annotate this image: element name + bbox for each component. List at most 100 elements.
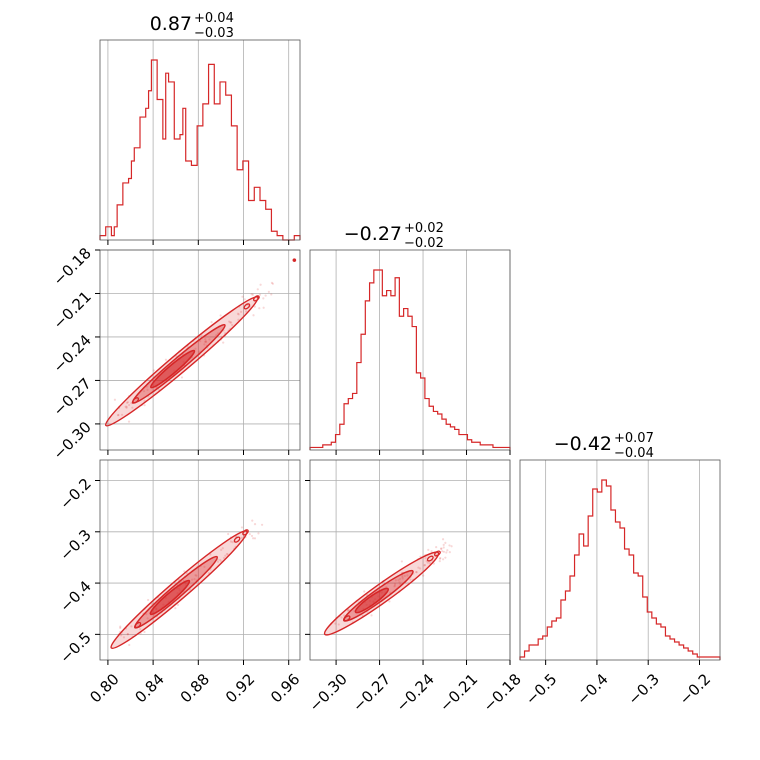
y-tick-label: −0.24 bbox=[50, 331, 95, 376]
scatter-panel-2-0 bbox=[99, 459, 301, 661]
sample-point bbox=[439, 556, 442, 560]
sample-point bbox=[422, 574, 425, 577]
y-tick-label: −0.27 bbox=[50, 375, 95, 420]
sample-point bbox=[209, 553, 212, 556]
sample-point bbox=[427, 548, 430, 551]
sample-point bbox=[400, 560, 403, 563]
sample-point bbox=[117, 414, 120, 417]
x-tick-label: −0.5 bbox=[522, 670, 560, 708]
sample-point bbox=[441, 538, 445, 541]
hist-panel-1: −0.27 +0.02−0.02 bbox=[309, 221, 511, 451]
sample-point bbox=[176, 603, 180, 606]
sample-point bbox=[164, 358, 168, 361]
x-tick-label: −0.18 bbox=[480, 670, 525, 715]
sample-point bbox=[334, 622, 337, 625]
sample-point bbox=[243, 298, 246, 301]
sample-point bbox=[435, 553, 438, 556]
sample-point bbox=[152, 369, 155, 372]
sample-point bbox=[401, 576, 404, 579]
sample-point bbox=[423, 564, 426, 567]
sample-point bbox=[126, 401, 129, 404]
y-tick-label: −0.21 bbox=[50, 288, 95, 333]
x-tick-label: 0.84 bbox=[132, 670, 168, 706]
sample-point bbox=[440, 547, 443, 550]
axes-frame bbox=[519, 459, 721, 661]
sample-point bbox=[346, 609, 350, 612]
axes-frame bbox=[99, 39, 301, 241]
sample-point bbox=[216, 560, 220, 563]
sample-point bbox=[203, 340, 207, 343]
sample-point bbox=[210, 321, 213, 324]
x-tick-label: −0.4 bbox=[573, 670, 611, 708]
sample-point bbox=[253, 537, 257, 540]
sample-point bbox=[438, 560, 441, 563]
sample-point bbox=[221, 547, 224, 550]
sample-point bbox=[203, 565, 206, 568]
x-tick-label: −0.2 bbox=[676, 670, 714, 708]
x-tick-label: −0.30 bbox=[306, 670, 351, 715]
y-tick-label: −0.30 bbox=[50, 418, 95, 463]
sample-point bbox=[417, 566, 420, 569]
sample-point bbox=[120, 634, 123, 637]
y-tick-label: −0.3 bbox=[56, 526, 94, 564]
sample-point bbox=[442, 558, 445, 561]
sample-point bbox=[174, 607, 177, 610]
x-tick-label: −0.27 bbox=[349, 670, 394, 715]
sample-point bbox=[142, 390, 146, 393]
sample-point bbox=[128, 403, 131, 407]
sample-point bbox=[445, 551, 448, 554]
x-tick-label: 0.92 bbox=[222, 670, 258, 706]
sample-point bbox=[419, 567, 422, 570]
sample-point bbox=[225, 552, 229, 556]
sample-point bbox=[222, 556, 226, 560]
sample-point bbox=[120, 413, 124, 416]
sample-point bbox=[131, 406, 134, 409]
histogram-2 bbox=[519, 479, 721, 660]
sample-point bbox=[441, 550, 444, 553]
x-tick-label: 0.80 bbox=[86, 670, 122, 706]
sample-point bbox=[406, 574, 409, 577]
sample-point bbox=[143, 630, 146, 634]
hist-panel-2: −0.42 +0.07−0.04 bbox=[519, 431, 721, 661]
sample-point bbox=[438, 557, 442, 560]
sample-point bbox=[231, 541, 234, 544]
contour-island bbox=[134, 621, 142, 629]
sample-point bbox=[236, 312, 240, 315]
sample-point bbox=[205, 341, 208, 344]
sample-point bbox=[198, 350, 201, 353]
sample-point bbox=[231, 323, 234, 327]
sample-point bbox=[229, 540, 233, 543]
x-tick-label: 0.96 bbox=[267, 670, 303, 706]
sample-point bbox=[393, 585, 396, 588]
sample-point bbox=[428, 561, 431, 565]
sample-point bbox=[442, 546, 445, 549]
sample-point bbox=[446, 549, 449, 552]
sample-point bbox=[409, 578, 412, 581]
contour-island bbox=[242, 529, 249, 536]
sample-point bbox=[240, 526, 244, 529]
sample-point bbox=[125, 406, 128, 409]
sample-point bbox=[183, 570, 186, 573]
sample-point bbox=[448, 551, 451, 554]
sample-point bbox=[424, 557, 427, 560]
sample-point bbox=[200, 334, 203, 337]
sample-point bbox=[199, 340, 202, 343]
sample-point bbox=[370, 614, 373, 617]
sample-point bbox=[423, 563, 427, 567]
sample-point bbox=[226, 553, 229, 556]
sample-point bbox=[401, 577, 404, 580]
sample-point bbox=[219, 558, 222, 562]
sample-point bbox=[415, 570, 418, 574]
sample-point bbox=[203, 343, 206, 346]
contour-island bbox=[433, 550, 441, 557]
sample-point bbox=[252, 537, 255, 540]
sample-point bbox=[388, 600, 391, 603]
axes-frame bbox=[309, 459, 511, 661]
sample-point bbox=[448, 544, 451, 547]
sample-point bbox=[143, 404, 146, 407]
sample-point bbox=[251, 519, 254, 522]
sample-point bbox=[258, 307, 261, 310]
sample-point bbox=[139, 628, 142, 631]
contour-island bbox=[243, 303, 251, 310]
sample-point bbox=[204, 337, 207, 341]
